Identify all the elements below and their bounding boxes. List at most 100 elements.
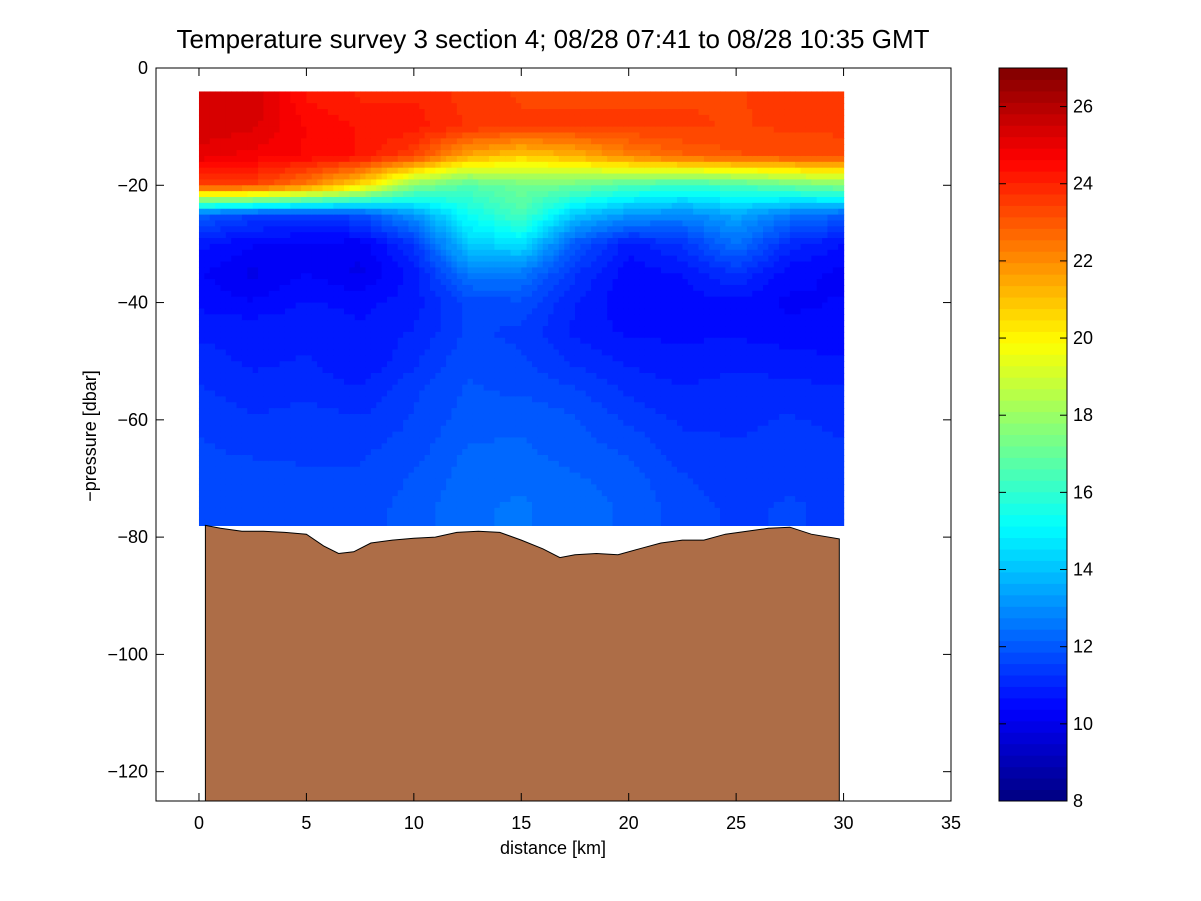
temperature-cell (558, 103, 565, 110)
temperature-cell (236, 197, 243, 204)
temperature-cell (317, 367, 324, 374)
temperature-cell (478, 372, 485, 380)
temperature-cell (451, 408, 458, 415)
temperature-cell (510, 161, 517, 169)
temperature-cell (215, 161, 222, 169)
temperature-cell (408, 390, 415, 397)
temperature-cell (472, 367, 479, 374)
temperature-cell (322, 355, 329, 362)
temperature-cell (204, 126, 211, 134)
temperature-cell (446, 437, 453, 444)
temperature-cell (215, 114, 222, 122)
temperature-cell (494, 238, 501, 245)
temperature-cell (413, 384, 420, 392)
temperature-cell (478, 261, 485, 268)
temperature-cell (381, 103, 388, 110)
temperature-cell (424, 455, 431, 462)
temperature-cell (456, 132, 463, 139)
temperature-cell (392, 173, 399, 181)
temperature-cell (408, 396, 415, 403)
temperature-cell (408, 331, 415, 339)
temperature-cell (268, 191, 275, 198)
temperature-cell (327, 408, 334, 415)
temperature-cell (499, 296, 506, 304)
temperature-cell (505, 185, 512, 192)
temperature-cell (548, 496, 555, 503)
temperature-cell (198, 261, 205, 268)
temperature-cell (408, 413, 415, 421)
temperature-cell (274, 91, 281, 98)
temperature-cell (451, 273, 458, 280)
temperature-cell (462, 326, 469, 333)
temperature-cell (258, 331, 265, 339)
temperature-cell (429, 326, 436, 333)
temperature-cell (333, 349, 340, 356)
temperature-cell (515, 513, 522, 521)
temperature-cell (532, 197, 538, 204)
temperature-cell (532, 419, 538, 427)
temperature-cell (338, 249, 345, 257)
temperature-cell (451, 437, 458, 444)
temperature-cell (241, 208, 248, 216)
temperature-cell (451, 255, 458, 263)
temperature-cell (451, 484, 458, 491)
temperature-cell (397, 449, 404, 456)
temperature-cell (392, 279, 399, 286)
temperature-cell (354, 279, 361, 286)
temperature-cell (252, 361, 259, 368)
temperature-cell (435, 501, 442, 509)
temperature-cell (204, 361, 211, 368)
temperature-cell (456, 290, 463, 298)
temperature-cell (198, 519, 205, 526)
temperature-cell (548, 167, 555, 175)
temperature-cell (295, 490, 302, 497)
temperature-cell (209, 138, 216, 145)
temperature-cell (553, 103, 560, 110)
temperature-cell (521, 202, 528, 210)
temperature-cell (354, 226, 361, 233)
temperature-cell (236, 290, 243, 298)
temperature-cell (376, 232, 383, 239)
temperature-cell (268, 501, 275, 509)
temperature-cell (360, 243, 367, 251)
temperature-cell (462, 161, 469, 169)
temperature-cell (515, 202, 522, 210)
temperature-cell (558, 279, 565, 286)
temperature-cell (268, 120, 275, 128)
temperature-cell (360, 144, 367, 151)
temperature-cell (467, 279, 474, 286)
temperature-cell (258, 243, 265, 251)
temperature-cell (322, 408, 329, 415)
temperature-cell (338, 402, 345, 409)
temperature-cell (220, 349, 227, 356)
temperature-cell (258, 261, 265, 268)
temperature-cell (311, 167, 318, 175)
temperature-cell (489, 202, 496, 210)
temperature-cell (274, 343, 281, 351)
temperature-cell (467, 232, 474, 239)
temperature-cell (483, 478, 490, 485)
temperature-cell (220, 355, 227, 362)
temperature-cell (295, 191, 302, 198)
temperature-cell (472, 390, 479, 397)
temperature-cell (279, 255, 286, 263)
temperature-cell (209, 103, 216, 110)
temperature-cell (526, 91, 533, 98)
temperature-cell (462, 396, 469, 403)
temperature-cell (333, 243, 340, 251)
temperature-cell (268, 361, 275, 368)
temperature-cell (397, 308, 404, 315)
temperature-cell (483, 114, 490, 122)
temperature-cell (209, 173, 216, 181)
temperature-cell (419, 150, 426, 157)
temperature-cell (333, 232, 340, 239)
temperature-cell (317, 490, 324, 497)
temperature-cell (349, 390, 356, 397)
temperature-cell (542, 490, 549, 497)
temperature-cell (451, 402, 458, 409)
temperature-cell (365, 167, 372, 175)
temperature-cell (301, 443, 307, 450)
temperature-cell (220, 367, 227, 374)
temperature-cell (532, 431, 538, 439)
temperature-cell (435, 507, 442, 515)
